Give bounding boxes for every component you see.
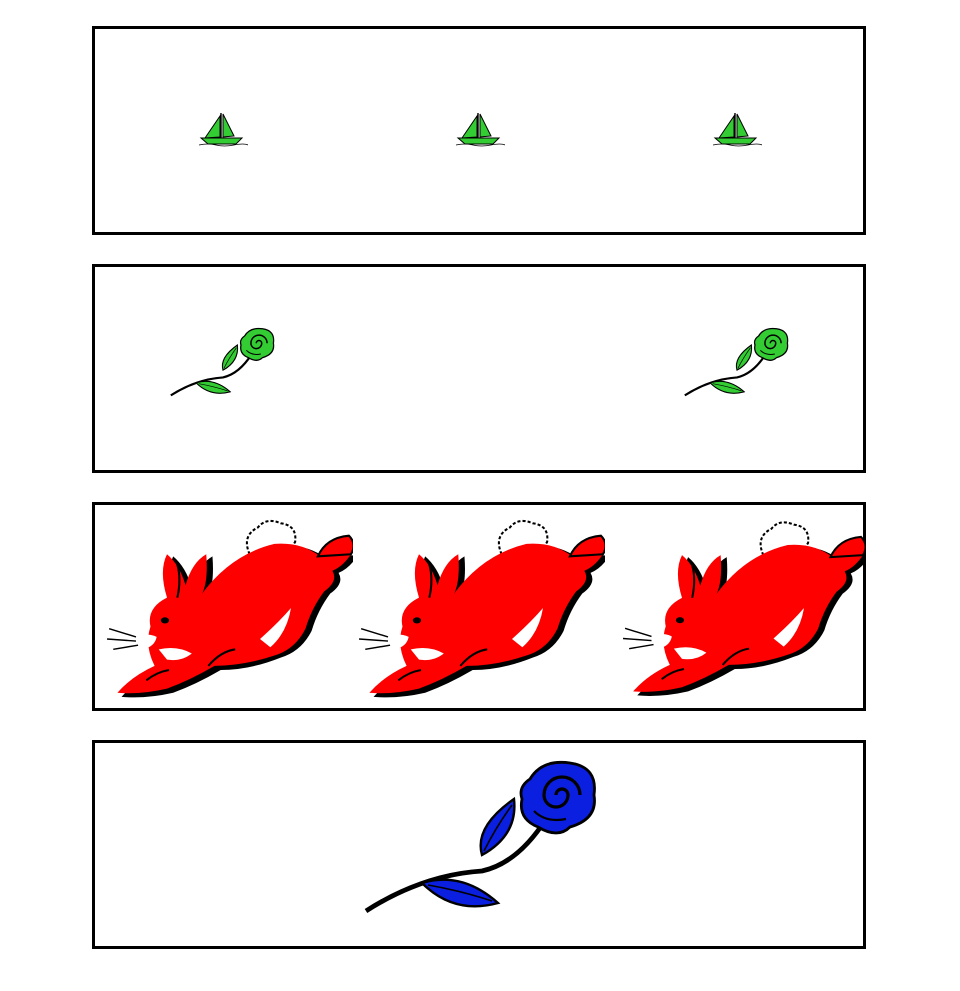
rose-icon [361, 759, 603, 919]
rose-icon [681, 327, 793, 399]
blue-rose-panel [92, 740, 866, 949]
sailboat-panel [92, 26, 866, 235]
rabbit-icon [621, 515, 865, 701]
rabbit-icon [105, 515, 353, 701]
rabbit-icon [357, 515, 605, 701]
rose-icon [167, 327, 279, 399]
green-rose-panel [92, 264, 866, 473]
sailboat-icon [712, 111, 762, 147]
sailboat-icon [198, 111, 248, 147]
rabbit-panel [92, 502, 866, 711]
sailboat-icon [455, 111, 505, 147]
